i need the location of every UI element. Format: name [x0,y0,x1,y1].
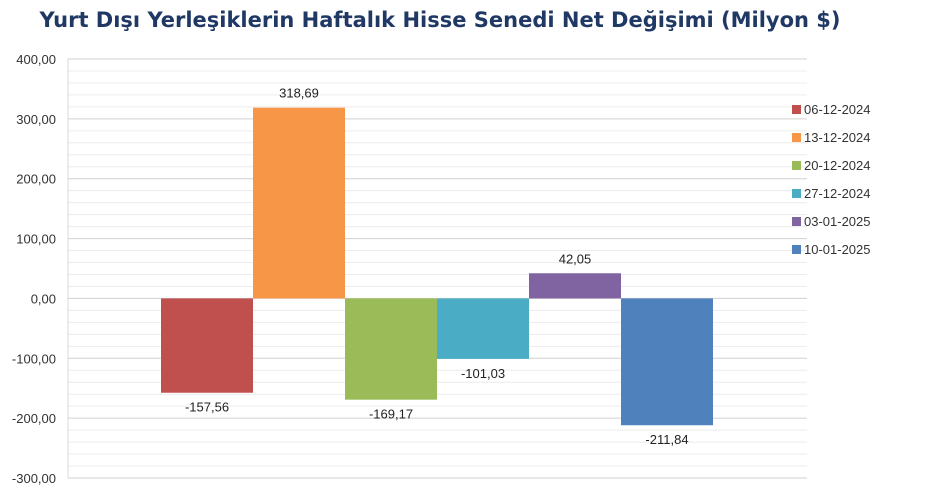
bar-06-12-2024 [161,298,253,393]
legend-entry: 03-01-2025 [804,214,871,229]
y-tick-label: -200,00 [12,411,56,426]
data-label: 42,05 [559,251,592,266]
bar-03-01-2025 [529,273,621,299]
data-label: -211,84 [645,432,688,447]
chart-title: Yurt Dışı Yerleşiklerin Haftalık Hisse S… [39,8,841,32]
legend-entry: 27-12-2024 [804,186,871,201]
legend: 06-12-2024 13-12-2024 20-12-2024 27-12-2024… [792,102,871,257]
legend-swatch [792,245,801,254]
data-label: 318,69 [279,86,319,101]
bar-27-12-2024 [437,298,529,359]
legend-swatch [792,161,801,170]
bar-10-01-2025 [621,298,713,426]
y-axis-ticks: 400,00 300,00 200,00 100,00 0,00 -100,00 -200,… [12,52,56,486]
legend-entry: 06-12-2024 [804,102,871,117]
y-tick-label: 200,00 [16,172,56,187]
data-label: -101,03 [461,366,505,381]
legend-swatch [792,133,801,142]
y-tick-label: 400,00 [16,52,56,67]
data-label: -157,56 [185,400,229,415]
data-label: -169,17 [369,407,413,422]
y-tick-label: 300,00 [16,112,56,127]
bar-20-12-2024 [345,298,437,400]
legend-swatch [792,189,801,198]
legend-entry: 13-12-2024 [804,130,871,145]
y-tick-label: -300,00 [12,471,56,486]
legend-entry: 20-12-2024 [804,158,871,173]
y-tick-label: 100,00 [16,232,56,247]
y-tick-label: 0,00 [31,291,56,306]
bar-13-12-2024 [253,107,345,299]
legend-swatch [792,105,801,114]
legend-entry: 10-01-2025 [804,242,871,257]
bars [161,107,713,426]
data-labels: -157,56 318,69 -169,17 -101,03 42,05 -211,84 [185,86,689,448]
legend-swatch [792,217,801,226]
y-tick-label: -100,00 [12,351,56,366]
